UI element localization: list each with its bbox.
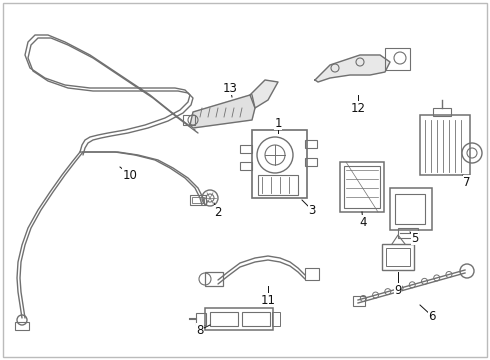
Bar bbox=[305, 140, 317, 148]
Bar bbox=[205, 308, 273, 330]
Bar bbox=[192, 197, 204, 203]
Bar bbox=[258, 175, 298, 195]
Text: 9: 9 bbox=[394, 284, 402, 297]
Text: 1: 1 bbox=[274, 117, 282, 130]
Polygon shape bbox=[190, 95, 255, 128]
Text: 11: 11 bbox=[261, 293, 275, 306]
Bar bbox=[398, 228, 418, 238]
Bar bbox=[305, 268, 319, 280]
Text: 13: 13 bbox=[222, 81, 238, 95]
Bar bbox=[340, 162, 384, 212]
Text: 4: 4 bbox=[359, 216, 367, 229]
Bar bbox=[196, 313, 206, 325]
Bar bbox=[385, 48, 410, 70]
Bar bbox=[15, 322, 29, 330]
Text: 2: 2 bbox=[214, 206, 222, 219]
Bar bbox=[395, 194, 425, 224]
Bar bbox=[382, 244, 414, 270]
Text: 12: 12 bbox=[350, 102, 366, 114]
Bar bbox=[305, 158, 317, 166]
Bar bbox=[353, 296, 365, 306]
Text: 5: 5 bbox=[411, 231, 418, 244]
Bar bbox=[210, 312, 238, 326]
Polygon shape bbox=[250, 80, 278, 108]
Bar bbox=[242, 312, 270, 326]
Bar bbox=[386, 248, 410, 266]
Bar bbox=[240, 162, 252, 170]
Bar bbox=[390, 188, 432, 230]
Bar bbox=[183, 115, 195, 125]
Bar bbox=[420, 115, 470, 175]
Bar bbox=[344, 166, 380, 208]
Bar bbox=[272, 312, 280, 326]
Bar bbox=[433, 108, 451, 116]
Text: 7: 7 bbox=[463, 176, 471, 189]
Text: 3: 3 bbox=[308, 203, 316, 216]
Bar bbox=[190, 195, 206, 205]
Text: 6: 6 bbox=[428, 310, 436, 323]
Bar bbox=[252, 130, 307, 198]
Text: 10: 10 bbox=[122, 168, 137, 181]
Bar bbox=[205, 272, 223, 286]
Bar bbox=[240, 145, 252, 153]
Polygon shape bbox=[315, 55, 390, 82]
Text: 8: 8 bbox=[196, 324, 204, 337]
